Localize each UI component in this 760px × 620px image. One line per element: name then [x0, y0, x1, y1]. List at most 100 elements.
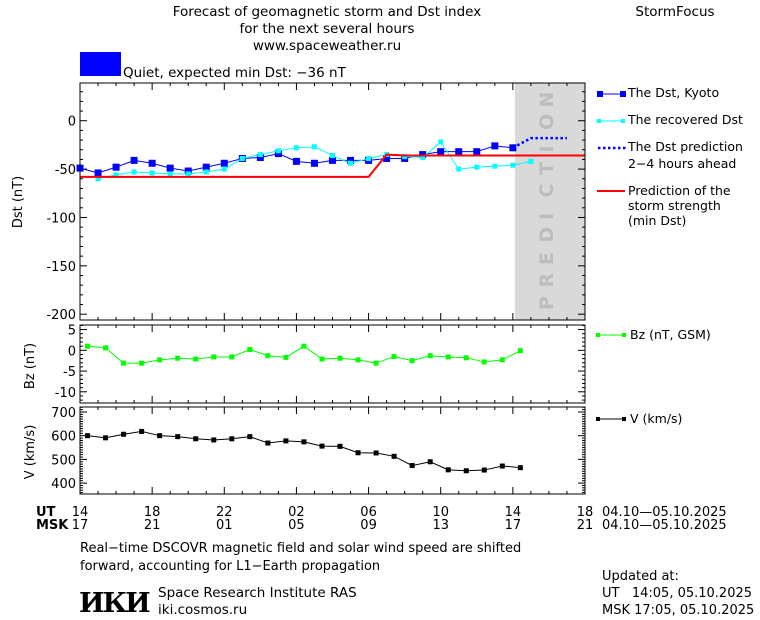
data-point	[347, 156, 355, 164]
data-point	[337, 443, 343, 449]
data-point	[445, 354, 451, 360]
dst-y-tick-label: -100	[46, 211, 76, 226]
data-point	[463, 355, 469, 361]
ut-tick-label: 10	[432, 505, 449, 520]
v-axis-label: V (km/s)	[23, 425, 38, 480]
prediction-letter: D	[536, 227, 558, 243]
data-point	[175, 434, 181, 440]
data-point	[355, 357, 361, 363]
data-point	[274, 150, 282, 158]
legend-prediction: The Dst prediction 2−4 hours ahead	[598, 139, 743, 171]
brand-title: StormFocus	[635, 4, 714, 20]
ut-tick-label: 14	[505, 505, 522, 520]
v-y-tick-label: 700	[51, 406, 76, 421]
legend-v: V (km/s)	[596, 411, 682, 426]
svg-text:Bz (nT, GSM): Bz (nT, GSM)	[630, 327, 711, 342]
data-point	[193, 436, 199, 442]
data-point	[131, 169, 137, 175]
v-y-tick-label: 600	[51, 430, 76, 445]
data-point	[437, 148, 445, 156]
data-point	[157, 357, 163, 363]
bz-panel: 5 0 -5 -10	[55, 324, 586, 404]
data-point	[157, 433, 163, 439]
bz-series-0	[85, 343, 523, 366]
data-point	[330, 153, 335, 159]
data-point	[445, 467, 451, 473]
data-point	[481, 467, 487, 473]
data-point	[329, 156, 336, 164]
dst-y-tick-label: 0	[68, 115, 76, 130]
data-point	[510, 162, 516, 168]
v-y-tick-label: 400	[51, 477, 76, 492]
ut-tick-label: 22	[216, 505, 233, 520]
msk-tick-label: 21	[144, 518, 161, 533]
data-point	[409, 463, 415, 469]
v-plot-frame	[79, 406, 586, 495]
data-point	[148, 159, 156, 167]
data-point	[211, 354, 217, 360]
bz-plot-frame	[79, 324, 586, 404]
data-point	[528, 158, 534, 164]
svg-text:V (km/s): V (km/s)	[630, 411, 682, 426]
msk-label: MSK	[36, 518, 69, 533]
msk-date-range: 04.10—05.10.2025	[602, 518, 727, 533]
prediction-letter: N	[536, 92, 558, 108]
msk-tick-label: 09	[360, 518, 377, 533]
prediction-letter: O	[536, 114, 558, 130]
data-point	[112, 163, 120, 171]
series-line	[87, 345, 521, 364]
data-point	[491, 142, 499, 150]
bz-y-tick-label: 5	[68, 324, 76, 339]
series-line	[512, 136, 567, 149]
data-point	[301, 343, 307, 349]
data-point	[391, 354, 397, 360]
prediction-letter: E	[536, 252, 558, 265]
data-point	[383, 154, 391, 162]
ut-tick-label: 06	[360, 505, 377, 520]
v-series-0	[85, 428, 523, 474]
svg-text:The Dst, Kyoto: The Dst, Kyoto	[627, 85, 719, 100]
data-point	[229, 354, 235, 360]
legend-bz: Bz (nT, GSM)	[596, 327, 711, 342]
ut-label: UT	[36, 505, 56, 520]
data-point	[166, 164, 174, 172]
data-point	[427, 459, 433, 465]
data-point	[311, 144, 317, 150]
data-point	[409, 358, 415, 364]
dst-y-tick-label: -150	[46, 260, 76, 275]
msk-tick-label: 05	[288, 518, 305, 533]
title-line-3[interactable]: www.spaceweather.ru	[253, 38, 401, 54]
data-point	[473, 148, 481, 156]
data-point	[283, 438, 289, 444]
data-point	[167, 171, 173, 177]
svg-text:storm strength: storm strength	[628, 198, 721, 213]
series-line	[80, 153, 585, 178]
data-point	[373, 450, 379, 456]
data-point	[257, 152, 263, 158]
ut-tick-label: 14	[72, 505, 89, 520]
iki-logo: ИКИ	[79, 588, 150, 619]
data-point	[438, 139, 444, 145]
data-point	[492, 163, 498, 169]
dst-series-2	[512, 136, 567, 149]
dst-series-3	[80, 153, 585, 178]
updated-ut: UT 14:05, 05.10.2025	[602, 586, 752, 601]
institute-site-link[interactable]: iki.cosmos.ru	[158, 602, 247, 618]
data-point	[366, 155, 372, 161]
status-color-box	[80, 52, 121, 76]
footer-note-line-1: Real−time DSCOVR magnetic field and sola…	[80, 541, 521, 556]
data-point	[184, 167, 192, 175]
legend-kyoto: The Dst, Kyoto	[597, 85, 719, 100]
dst-axis-label: Dst (nT)	[11, 176, 26, 228]
ut-tick-label: 18	[144, 505, 161, 520]
svg-text:(min Dst): (min Dst)	[628, 213, 686, 228]
data-point	[373, 360, 379, 366]
data-point	[455, 148, 463, 156]
bz-axis-label: Bz (nT)	[23, 343, 38, 389]
data-point	[427, 353, 433, 359]
data-point	[103, 345, 109, 351]
ut-date-range: 04.10—05.10.2025	[602, 505, 727, 520]
data-point	[175, 355, 181, 361]
data-point	[202, 163, 210, 171]
data-point	[85, 433, 91, 439]
